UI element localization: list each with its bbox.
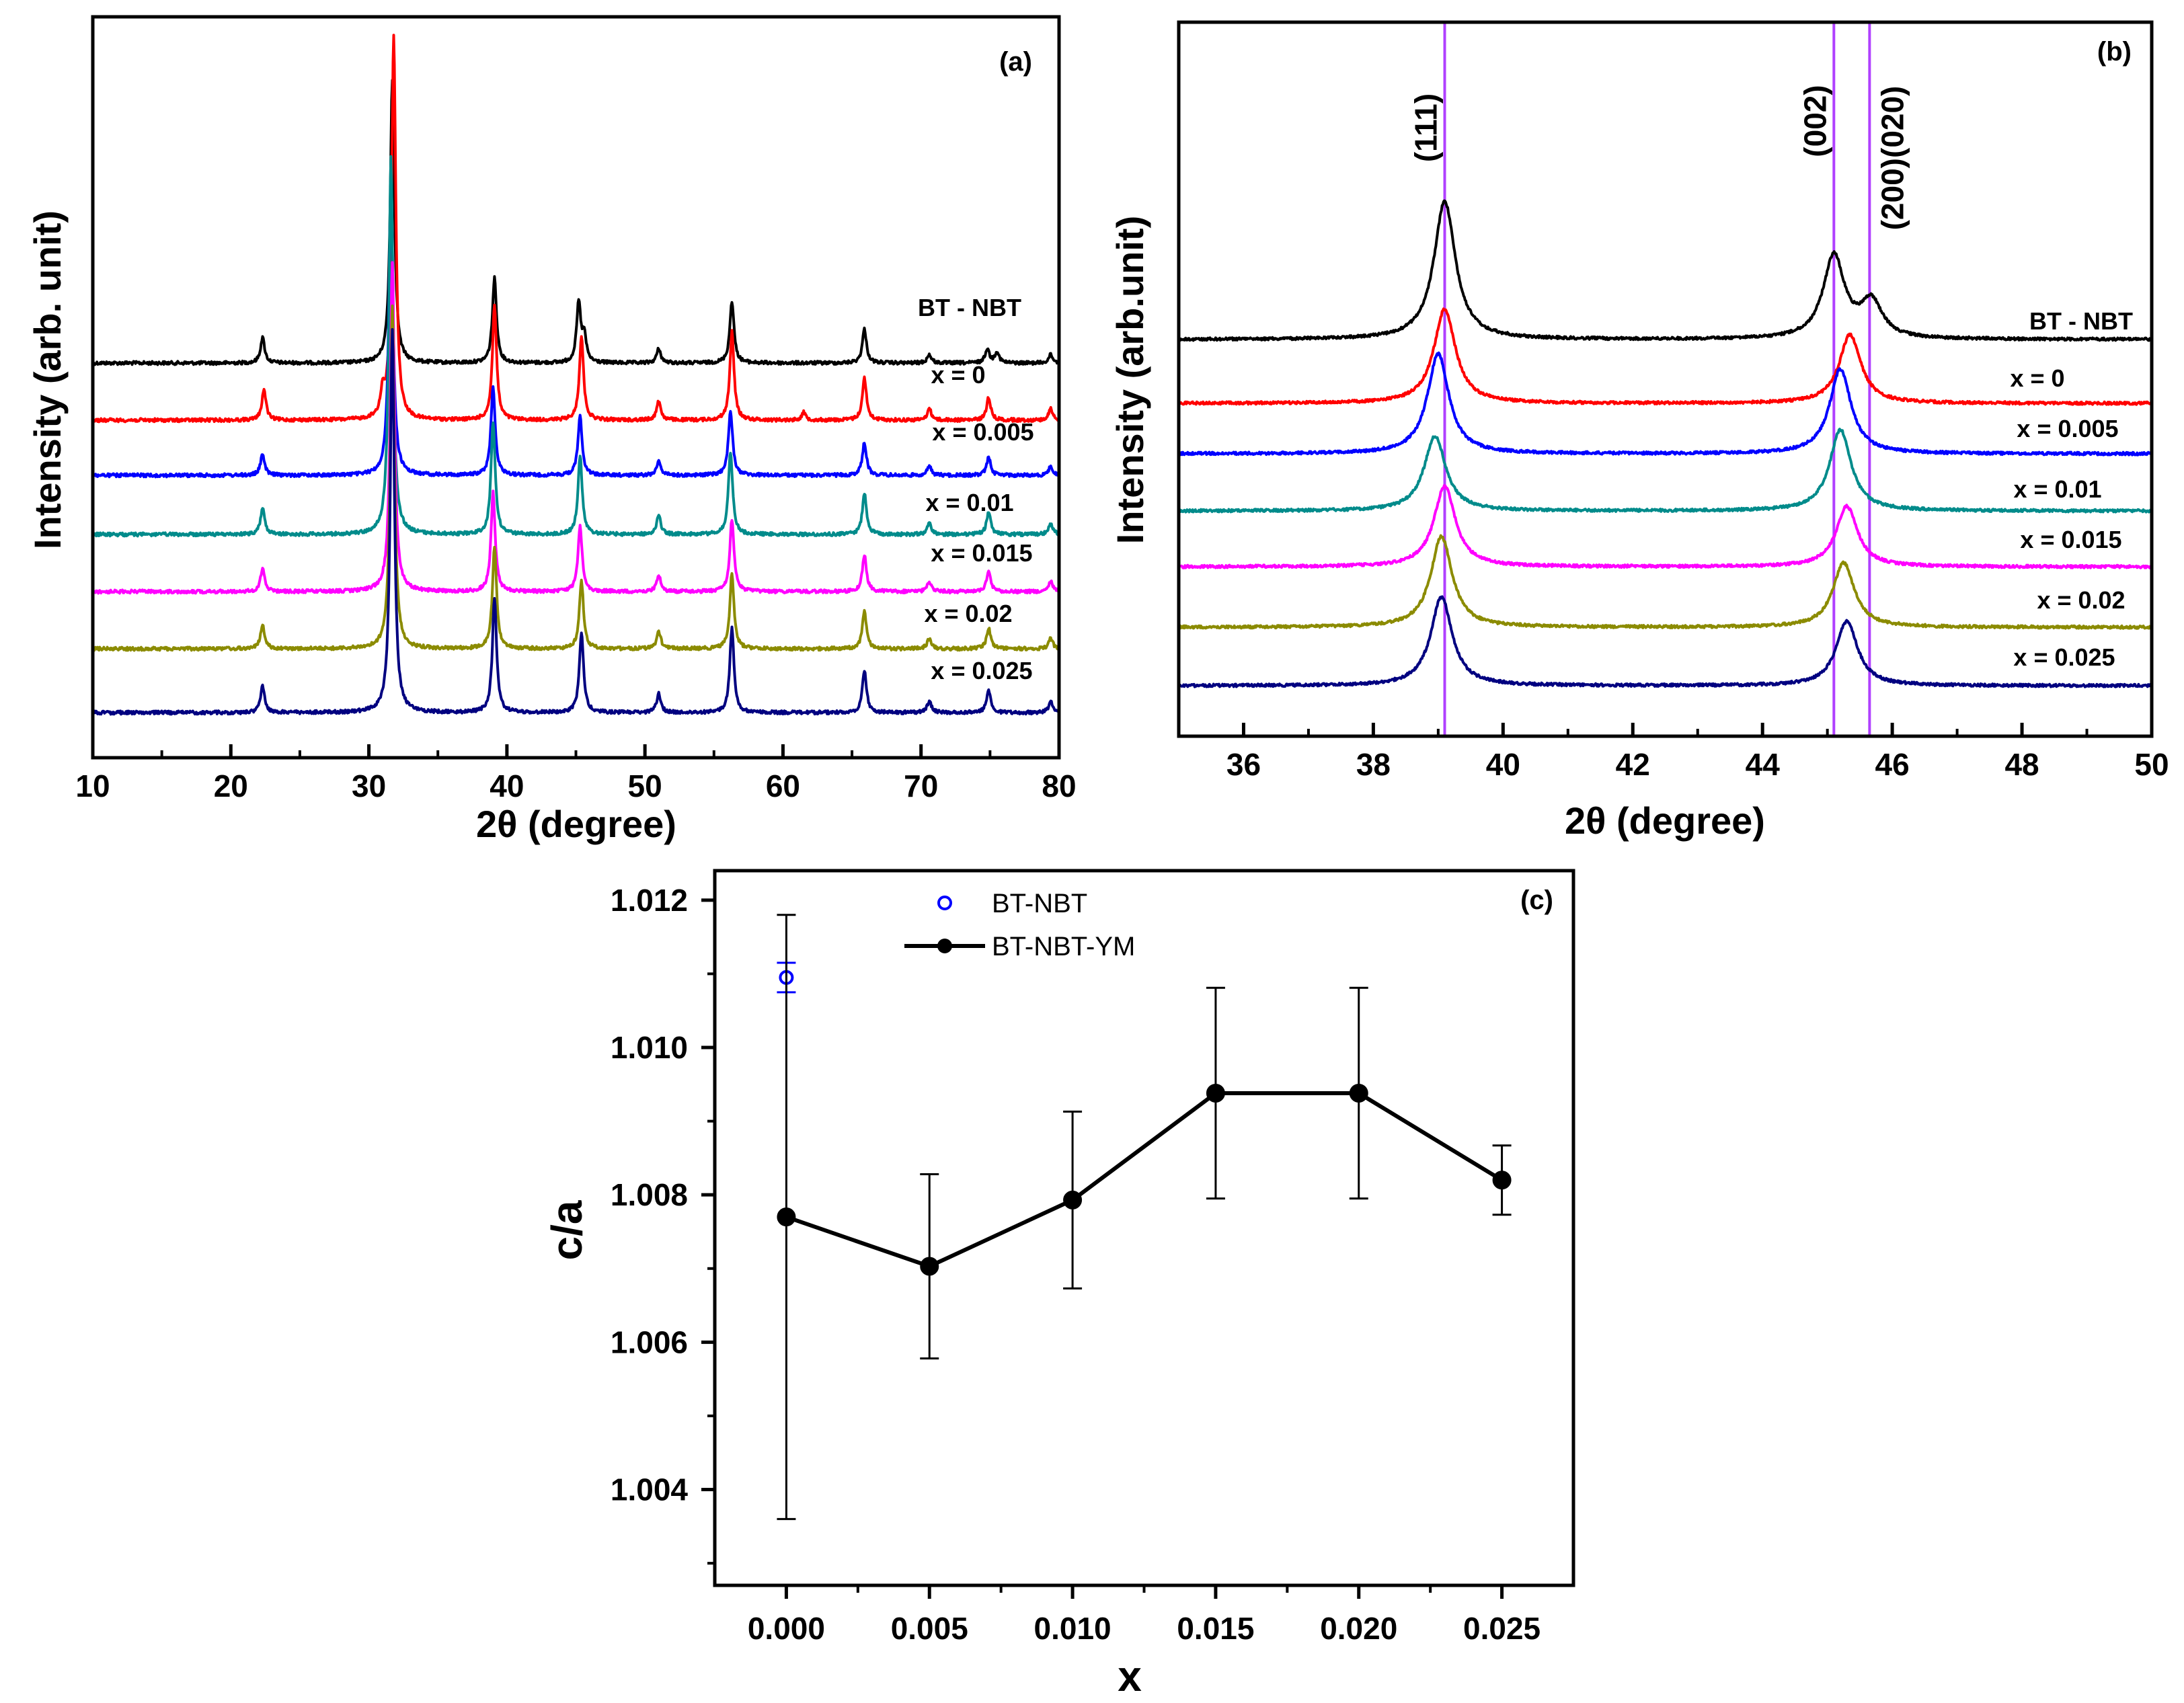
panel-b-y-axis-title: Intensity (arb.unit) <box>1109 216 1151 544</box>
panel-a-series-labels: BT - NBT x = 0 x = 0.005 x = 0.01 x = 0.015 x… <box>918 294 1034 684</box>
series-label-x-0-015: x = 0.015 <box>2020 526 2121 553</box>
panel-c-ticks: 0.000 0.005 0.010 0.015 0.020 0.025 1.004 1.006… <box>611 883 1540 1646</box>
hkl-label-002: (002) <box>1797 85 1832 157</box>
pattern-x-0-02 <box>91 304 1060 652</box>
series-label-x-0-02: x = 0.02 <box>924 600 1012 627</box>
pattern-x-0-01 <box>91 155 1060 538</box>
series-line-bt-nbt-ym <box>785 1091 1504 1269</box>
panel-b-patterns <box>1177 199 2153 688</box>
series-label-x-0-01: x = 0.01 <box>2013 475 2101 503</box>
pattern-x-0 <box>1177 307 2153 406</box>
legend-marker-bt-nbt-ym <box>937 939 952 953</box>
panel-b-series-labels: BT - NBT x = 0 x = 0.005 x = 0.01 x = 0.015 x… <box>2010 307 2133 671</box>
series-label-x-0-01: x = 0.01 <box>925 489 1013 516</box>
x-tick-label: 0.025 <box>1463 1611 1540 1646</box>
panel-c-data <box>777 914 1512 1520</box>
legend-marker-bt-nbt <box>937 896 952 910</box>
data-point-bt-nbt-ym <box>1349 1083 1368 1103</box>
panel-c-y-axis-title: c/a <box>543 1200 591 1260</box>
panel-c-frame <box>713 869 1575 1587</box>
panel-b-xrd-zoom: 36 38 40 42 44 46 48 50 (b) (111) (002) (200)(020… <box>1109 20 2169 842</box>
panel-a-tag: (a) <box>999 47 1032 77</box>
panel-b-hkl-labels: (111) (002) (200)(020) <box>1409 85 1910 230</box>
panel-a-x-axis-title: 2θ (degree) <box>476 803 676 845</box>
x-tick-label: 80 <box>1042 768 1076 803</box>
x-tick-label: 0.020 <box>1320 1611 1397 1646</box>
pattern-bt-nbt <box>91 79 1060 366</box>
panel-b-x-ticks: 36 38 40 42 44 46 48 50 <box>1177 723 2169 782</box>
x-tick-label: 46 <box>1875 747 1910 782</box>
series-label-x-0-02: x = 0.02 <box>2037 586 2125 614</box>
x-tick-label: 48 <box>2004 747 2039 782</box>
panel-c-ca-ratio: 0.000 0.005 0.010 0.015 0.020 0.025 1.004 1.006… <box>543 869 1575 1700</box>
x-tick-label: 42 <box>1616 747 1650 782</box>
x-tick-label: 50 <box>2134 747 2169 782</box>
pattern-x-0 <box>91 34 1060 424</box>
x-tick-label: 0.015 <box>1177 1611 1254 1646</box>
y-tick-label: 1.006 <box>611 1324 688 1359</box>
x-tick-label: 0.000 <box>748 1611 825 1646</box>
panel-c-tag: (c) <box>1520 885 1553 915</box>
x-tick-label: 10 <box>75 768 110 803</box>
data-point-bt-nbt-ym <box>1206 1083 1225 1103</box>
x-tick-label: 0.005 <box>891 1611 968 1646</box>
x-tick-label: 38 <box>1356 747 1391 782</box>
series-label-x-0-005: x = 0.005 <box>932 418 1034 446</box>
series-label-x-0-025: x = 0.025 <box>2013 643 2115 671</box>
pattern-x-0-025 <box>1177 595 2153 688</box>
panel-a-xrd-full-range: 10 20 30 40 50 60 70 80 (a) BT - NBT x = 0 x = 0.… <box>26 15 1077 845</box>
y-tick-label: 1.004 <box>611 1472 689 1507</box>
data-point-bt-nbt-ym <box>777 1207 796 1227</box>
series-label-x-0-025: x = 0.025 <box>931 657 1032 684</box>
x-tick-label: 40 <box>490 768 524 803</box>
panel-a-x-ticks: 10 20 30 40 50 60 70 80 <box>75 744 1077 803</box>
legend-label-bt-nbt-ym: BT-NBT-YM <box>992 932 1135 961</box>
panel-b-frame <box>1177 20 2154 738</box>
pattern-x-0-005 <box>92 180 1060 479</box>
pattern-x-0-02 <box>1177 534 2153 630</box>
x-tick-label: 44 <box>1746 747 1781 782</box>
series-label-x-0: x = 0 <box>2010 364 2064 392</box>
y-tick-label: 1.010 <box>611 1030 688 1065</box>
pattern-x-0-01 <box>1177 428 2153 514</box>
y-tick-label: 1.012 <box>611 883 688 918</box>
x-tick-label: 20 <box>214 768 248 803</box>
panel-b-tag: (b) <box>2097 37 2132 67</box>
pattern-x-0-005 <box>1177 351 2153 457</box>
panel-c-legend: BT-NBT BT-NBT-YM <box>904 889 1135 961</box>
x-tick-label: 70 <box>904 768 938 803</box>
x-tick-label: 30 <box>352 768 386 803</box>
series-label-x-0-015: x = 0.015 <box>931 539 1032 567</box>
series-label-bt-nbt: BT - NBT <box>918 294 1021 321</box>
x-tick-label: 60 <box>766 768 800 803</box>
pattern-bt-nbt <box>1177 199 2153 342</box>
series-label-bt-nbt: BT - NBT <box>2029 307 2133 335</box>
x-tick-label: 0.010 <box>1034 1611 1112 1646</box>
series-label-x-0: x = 0 <box>931 361 985 389</box>
x-tick-label: 50 <box>628 768 662 803</box>
data-point-bt-nbt-ym <box>1492 1171 1512 1190</box>
panel-a-y-axis-title: Intensity (arb. unit) <box>26 210 69 549</box>
pattern-x-0-015 <box>1177 484 2153 569</box>
hkl-label-200-020: (200)(020) <box>1875 86 1910 231</box>
panel-a-patterns <box>91 34 1060 716</box>
series-label-x-0-005: x = 0.005 <box>2017 415 2118 442</box>
data-point-bt-nbt-ym <box>920 1257 939 1276</box>
data-point-bt-nbt-ym <box>1063 1190 1083 1210</box>
panel-b-x-axis-title: 2θ (degree) <box>1565 799 1765 842</box>
pattern-x-0-025 <box>91 328 1060 716</box>
pattern-x-0-015 <box>91 261 1060 595</box>
legend-label-bt-nbt: BT-NBT <box>992 889 1087 918</box>
hkl-label-111: (111) <box>1409 93 1444 162</box>
y-tick-label: 1.008 <box>611 1177 688 1212</box>
x-tick-label: 36 <box>1226 747 1261 782</box>
x-tick-label: 40 <box>1486 747 1520 782</box>
panel-c-x-axis-title: x <box>1118 1652 1142 1700</box>
